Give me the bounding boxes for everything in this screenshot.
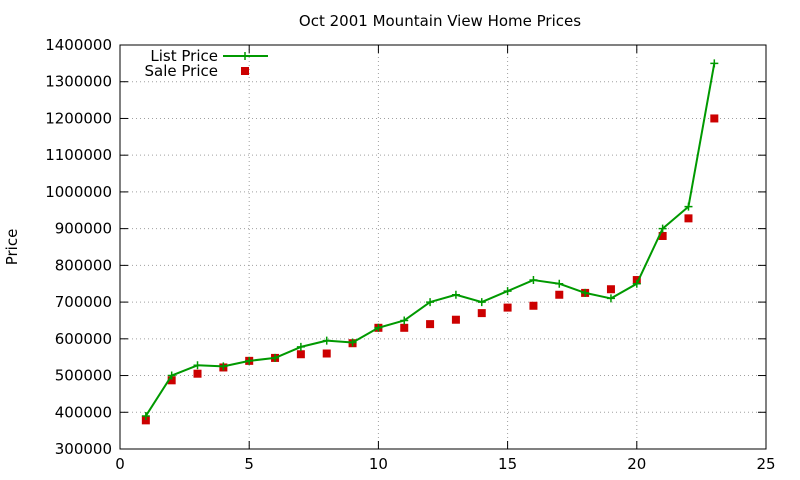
list-price-point bbox=[658, 224, 667, 233]
y-tick-label: 1200000 bbox=[45, 109, 112, 127]
sale-price-point bbox=[322, 349, 331, 358]
x-tick-label: 0 bbox=[115, 455, 125, 473]
sale-price-point bbox=[193, 369, 202, 378]
plot-frame bbox=[119, 44, 767, 450]
sale-price-point bbox=[400, 323, 409, 332]
list-price-point bbox=[271, 353, 280, 362]
list-price-point bbox=[581, 288, 590, 297]
x-tick-label: 5 bbox=[244, 455, 254, 473]
list-price-point bbox=[555, 279, 564, 288]
list-price-point bbox=[348, 338, 357, 347]
sale-price-point bbox=[296, 350, 305, 359]
y-tick-label: 900000 bbox=[55, 220, 112, 238]
sale-price-point bbox=[529, 301, 538, 310]
legend-label-sale-price: Sale Price bbox=[145, 62, 218, 80]
sale-price-point bbox=[141, 416, 150, 425]
sale-price-point bbox=[658, 231, 667, 240]
y-tick-label: 700000 bbox=[55, 293, 112, 311]
legend-list-price-marker bbox=[241, 52, 249, 60]
sale-price-point bbox=[555, 290, 564, 299]
series-list-price bbox=[141, 59, 719, 420]
axis-ticks: 0 5 10 15 20 25 300000 400000 500000 600000 700000… bbox=[45, 36, 775, 473]
list-price-point bbox=[322, 336, 331, 345]
y-tick-label: 1000000 bbox=[45, 183, 112, 201]
list-price-point bbox=[219, 362, 228, 371]
list-price-point bbox=[296, 342, 305, 351]
list-price-point bbox=[529, 276, 538, 285]
y-axis-label: Price bbox=[3, 229, 21, 266]
list-price-point bbox=[167, 371, 176, 380]
list-price-point bbox=[451, 290, 460, 299]
sale-price-point bbox=[426, 320, 435, 329]
list-price-point bbox=[193, 361, 202, 370]
x-tick-label: 25 bbox=[756, 455, 775, 473]
list-price-point bbox=[426, 298, 435, 307]
sale-price-point bbox=[606, 285, 615, 294]
sale-price-point bbox=[503, 303, 512, 312]
sale-price-point bbox=[710, 114, 719, 123]
y-tick-label: 1100000 bbox=[45, 146, 112, 164]
list-price-point bbox=[710, 59, 719, 68]
list-price-point bbox=[503, 287, 512, 296]
list-price-point bbox=[684, 202, 693, 211]
grid bbox=[120, 45, 766, 449]
legend: List Price Sale Price bbox=[145, 47, 268, 80]
list-price-point bbox=[632, 279, 641, 288]
x-tick-label: 10 bbox=[369, 455, 388, 473]
sale-price-point bbox=[684, 214, 693, 223]
chart-title: Oct 2001 Mountain View Home Prices bbox=[299, 12, 581, 30]
series-sale-price bbox=[141, 114, 719, 425]
y-tick-label: 400000 bbox=[55, 403, 112, 421]
y-tick-label: 300000 bbox=[55, 440, 112, 458]
sale-price-point bbox=[451, 315, 460, 324]
sale-price-point bbox=[477, 309, 486, 318]
y-tick-label: 500000 bbox=[55, 367, 112, 385]
y-tick-label: 1400000 bbox=[45, 36, 112, 54]
legend-label-list-price: List Price bbox=[150, 47, 218, 65]
list-price-point bbox=[374, 323, 383, 332]
sale-price-point bbox=[167, 376, 176, 385]
series-layer bbox=[141, 59, 719, 425]
list-price-point bbox=[477, 298, 486, 307]
list-price-line bbox=[144, 63, 716, 417]
legend-sale-price-marker bbox=[241, 67, 249, 75]
y-tick-label: 600000 bbox=[55, 330, 112, 348]
list-price-point bbox=[400, 316, 409, 325]
list-price-point bbox=[245, 356, 254, 365]
list-price-point bbox=[606, 294, 615, 303]
list-price-point bbox=[141, 411, 150, 420]
x-tick-label: 20 bbox=[627, 455, 646, 473]
x-tick-label: 15 bbox=[498, 455, 517, 473]
y-tick-label: 1300000 bbox=[45, 73, 112, 91]
y-tick-label: 800000 bbox=[55, 256, 112, 274]
